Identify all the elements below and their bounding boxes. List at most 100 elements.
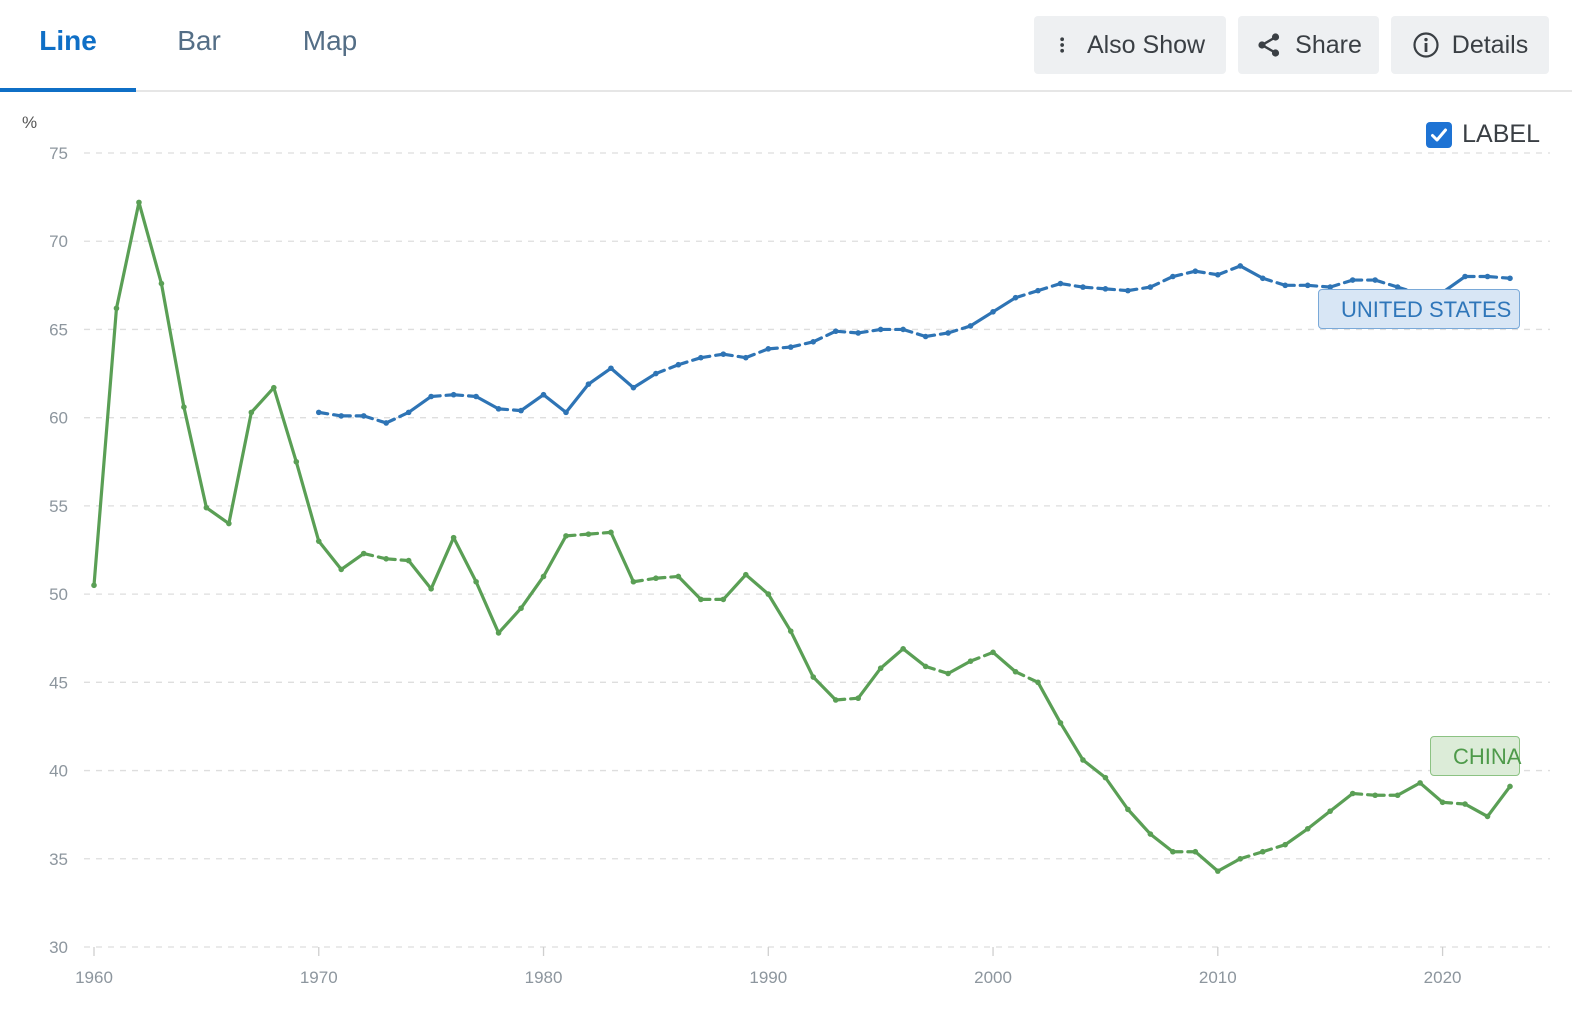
data-point[interactable]	[1057, 280, 1064, 287]
data-point[interactable]	[900, 646, 906, 652]
data-point[interactable]	[473, 393, 479, 400]
data-point[interactable]	[1349, 277, 1356, 283]
data-point[interactable]	[630, 578, 637, 585]
data-point[interactable]	[495, 630, 502, 636]
data-point[interactable]	[495, 406, 502, 412]
tab-bar[interactable]: Bar	[177, 25, 221, 56]
data-point[interactable]	[1192, 848, 1199, 855]
data-point[interactable]	[293, 458, 300, 465]
data-point[interactable]	[967, 658, 974, 664]
data-point[interactable]	[967, 323, 974, 329]
data-point[interactable]	[922, 663, 929, 670]
data-point[interactable]	[877, 326, 884, 333]
data-point[interactable]	[405, 557, 412, 564]
data-point[interactable]	[765, 346, 772, 352]
data-point[interactable]	[1057, 720, 1064, 726]
data-point[interactable]	[1237, 263, 1244, 269]
data-point[interactable]	[675, 361, 682, 368]
data-point[interactable]	[1012, 668, 1019, 675]
data-point[interactable]	[585, 531, 592, 537]
data-point[interactable]	[922, 333, 929, 340]
data-point[interactable]	[518, 407, 524, 414]
data-point[interactable]	[1035, 287, 1041, 294]
data-point[interactable]	[1439, 799, 1446, 806]
data-point[interactable]	[1327, 808, 1333, 814]
share-button[interactable]: Share	[1238, 16, 1379, 74]
data-point[interactable]	[810, 338, 817, 345]
data-point[interactable]	[653, 370, 659, 377]
data-point[interactable]	[1462, 801, 1468, 807]
data-point[interactable]	[1304, 825, 1311, 832]
data-point[interactable]	[698, 596, 704, 603]
data-point[interactable]	[1507, 783, 1513, 790]
data-point[interactable]	[1372, 792, 1378, 799]
tab-map[interactable]: Map	[302, 25, 358, 56]
data-point[interactable]	[1304, 282, 1311, 289]
data-point[interactable]	[181, 404, 187, 410]
data-point[interactable]	[1102, 774, 1109, 781]
data-point[interactable]	[405, 409, 412, 416]
data-point[interactable]	[1282, 282, 1289, 289]
data-point[interactable]	[832, 697, 839, 703]
data-point[interactable]	[428, 393, 434, 400]
data-point[interactable]	[877, 665, 884, 672]
data-point[interactable]	[1259, 275, 1266, 282]
data-point[interactable]	[810, 674, 817, 680]
data-point[interactable]	[585, 381, 592, 387]
data-point[interactable]	[1125, 806, 1131, 813]
data-point[interactable]	[1147, 284, 1154, 290]
data-point[interactable]	[1147, 831, 1154, 837]
data-point[interactable]	[630, 384, 637, 391]
data-point[interactable]	[540, 391, 547, 398]
data-point[interactable]	[315, 409, 322, 416]
data-point[interactable]	[1484, 273, 1491, 280]
data-point[interactable]	[1192, 268, 1199, 275]
data-point[interactable]	[743, 354, 749, 361]
data-point[interactable]	[1080, 757, 1086, 763]
data-point[interactable]	[1012, 294, 1019, 301]
label-checkbox[interactable]	[1426, 121, 1453, 148]
data-point[interactable]	[1259, 848, 1266, 855]
data-point[interactable]	[540, 573, 547, 580]
data-point[interactable]	[900, 326, 906, 333]
data-point[interactable]	[608, 365, 614, 372]
data-point[interactable]	[248, 409, 255, 416]
data-point[interactable]	[1102, 286, 1109, 292]
data-point[interactable]	[1417, 780, 1423, 786]
data-point[interactable]	[1035, 679, 1041, 686]
data-point[interactable]	[1394, 792, 1401, 799]
data-point[interactable]	[1170, 848, 1176, 855]
data-point[interactable]	[1125, 287, 1131, 294]
data-point[interactable]	[383, 420, 389, 426]
data-point[interactable]	[338, 566, 345, 573]
data-point[interactable]	[113, 305, 120, 312]
tab-line[interactable]: Line	[0, 0, 136, 92]
data-point[interactable]	[450, 391, 457, 398]
data-point[interactable]	[990, 309, 996, 315]
data-point[interactable]	[563, 409, 569, 416]
data-point[interactable]	[383, 556, 389, 562]
data-point[interactable]	[450, 534, 457, 541]
data-point[interactable]	[1327, 284, 1333, 290]
data-point[interactable]	[653, 575, 659, 582]
data-point[interactable]	[428, 586, 434, 592]
data-point[interactable]	[1349, 790, 1356, 797]
data-point[interactable]	[360, 550, 367, 557]
data-point[interactable]	[698, 354, 704, 361]
details-button[interactable]: Details	[1391, 16, 1549, 74]
data-point[interactable]	[1282, 841, 1289, 848]
data-point[interactable]	[91, 582, 97, 589]
data-point[interactable]	[1462, 273, 1468, 280]
data-point[interactable]	[945, 670, 951, 677]
data-point[interactable]	[203, 504, 210, 511]
data-point[interactable]	[675, 573, 682, 580]
data-point[interactable]	[563, 533, 569, 539]
data-point[interactable]	[855, 695, 861, 702]
data-point[interactable]	[315, 538, 322, 544]
data-point[interactable]	[158, 280, 165, 287]
series-label-china[interactable]: CHINA	[1430, 736, 1521, 776]
data-point[interactable]	[1507, 275, 1513, 282]
data-point[interactable]	[1394, 284, 1401, 290]
data-point[interactable]	[990, 649, 996, 656]
data-point[interactable]	[765, 591, 772, 597]
